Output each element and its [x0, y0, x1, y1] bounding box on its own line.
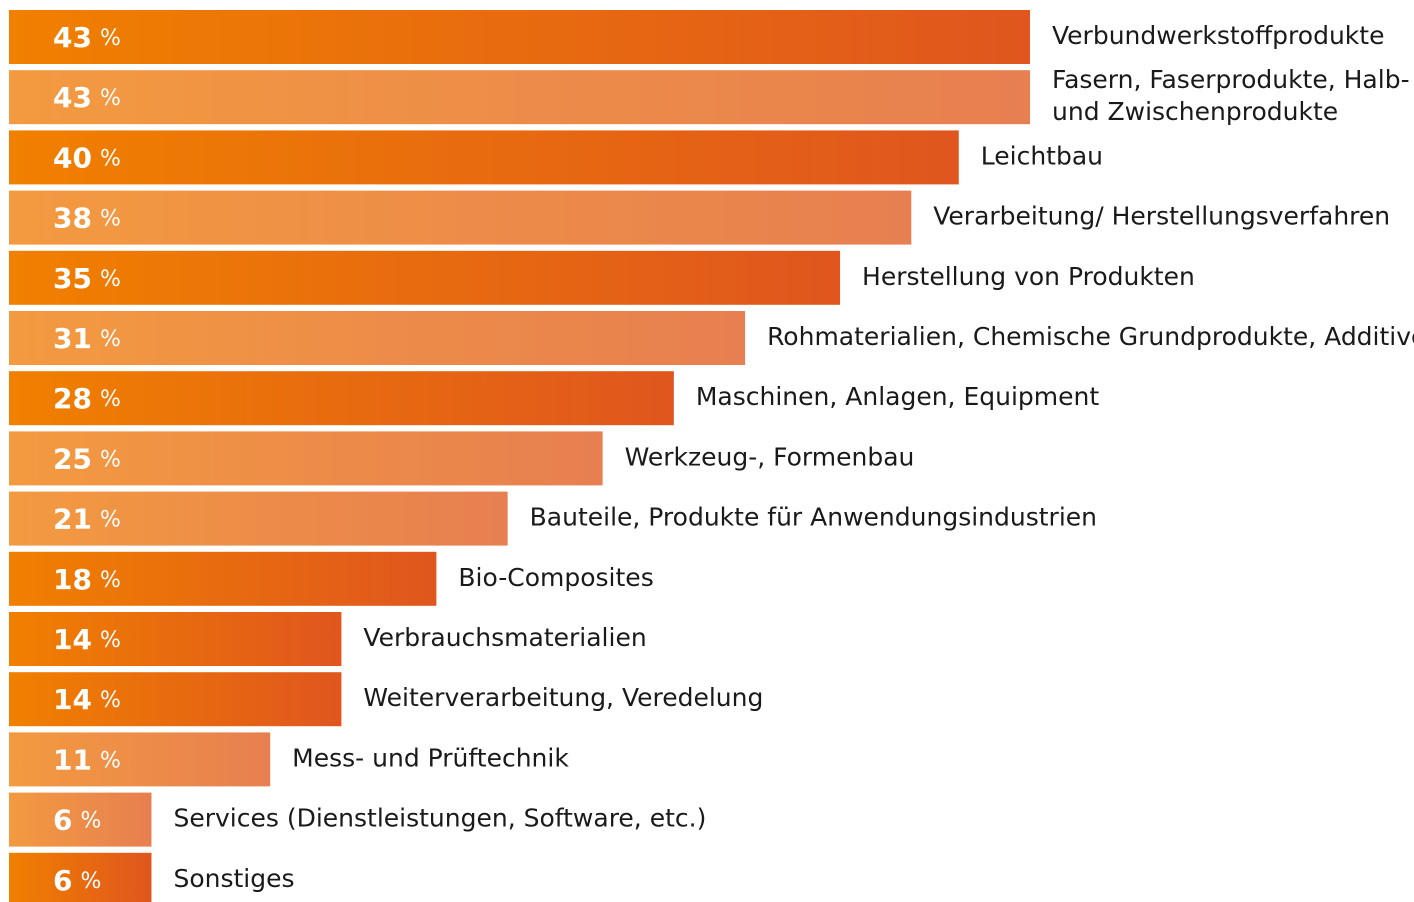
bar: [9, 311, 746, 365]
category-label: Bauteile, Produkte für Anwendungsindustr…: [530, 503, 1097, 532]
value-number: 6: [53, 804, 72, 837]
category-label: Verbundwerkstoffprodukte: [1052, 21, 1384, 50]
value-label: 14%: [53, 683, 121, 716]
value-unit: %: [100, 26, 121, 51]
value-unit: %: [100, 568, 121, 593]
value-unit: %: [80, 869, 101, 894]
bar: [9, 130, 959, 185]
value-unit: %: [80, 809, 101, 834]
category-label: Verbrauchsmaterialien: [363, 623, 646, 652]
value-label: 40%: [53, 141, 121, 174]
value-number: 14: [53, 683, 92, 716]
value-label: 28%: [53, 382, 121, 415]
value-label: 31%: [53, 322, 121, 355]
bar: [9, 672, 342, 727]
bar: [9, 792, 152, 847]
bar: [9, 551, 437, 606]
category-label: Leichtbau: [981, 141, 1103, 170]
value-number: 18: [53, 563, 92, 596]
value-label: 14%: [53, 623, 121, 656]
value-unit: %: [100, 447, 121, 472]
value-label: 6%: [53, 804, 101, 837]
value-number: 43: [53, 81, 92, 114]
bar: [9, 491, 508, 546]
bar: [9, 612, 342, 666]
value-number: 21: [53, 503, 92, 536]
value-unit: %: [100, 146, 121, 171]
value-number: 25: [53, 442, 92, 475]
value-number: 40: [53, 141, 92, 174]
value-number: 28: [53, 382, 92, 415]
value-unit: %: [100, 86, 121, 111]
value-label: 6%: [53, 864, 101, 897]
value-number: 38: [53, 202, 92, 235]
bar: [9, 250, 841, 305]
value-number: 35: [53, 262, 92, 295]
value-unit: %: [100, 387, 121, 412]
value-unit: %: [100, 508, 121, 533]
value-unit: %: [100, 267, 121, 292]
category-label: Services (Dienstleistungen, Software, et…: [173, 804, 706, 833]
value-label: 35%: [53, 262, 121, 295]
value-number: 43: [53, 21, 92, 54]
value-unit: %: [100, 207, 121, 232]
category-label: Werkzeug-, Formenbau: [625, 442, 915, 471]
value-label: 11%: [53, 743, 121, 776]
value-label: 25%: [53, 442, 121, 475]
category-label: Maschinen, Anlagen, Equipment: [696, 382, 1100, 411]
value-number: 6: [53, 864, 72, 897]
bar: [9, 852, 152, 902]
category-label: Fasern, Faserprodukte, Halb-und Zwischen…: [1052, 65, 1410, 126]
value-label: 21%: [53, 503, 121, 536]
bar: [9, 190, 912, 245]
value-label: 18%: [53, 563, 121, 596]
value-number: 31: [53, 322, 92, 355]
category-label: Bio-Composites: [458, 563, 653, 592]
category-label: Mess- und Prüftechnik: [292, 743, 569, 772]
value-label: 38%: [53, 202, 121, 235]
category-label: Herstellung von Produkten: [862, 262, 1195, 291]
value-unit: %: [100, 327, 121, 352]
value-unit: %: [100, 628, 121, 653]
value-unit: %: [100, 748, 121, 773]
bar: [9, 371, 674, 426]
category-label: Verarbeitung/ Herstellungsverfahren: [933, 202, 1390, 231]
category-label: Rohmaterialien, Chemische Grundprodukte,…: [767, 322, 1414, 351]
value-label: 43%: [53, 81, 121, 114]
bar: [9, 431, 603, 486]
value-unit: %: [100, 688, 121, 713]
value-label: 43%: [53, 21, 121, 54]
category-label: Weiterverarbeitung, Veredelung: [363, 683, 763, 712]
bar: [9, 70, 1030, 125]
value-number: 14: [53, 623, 92, 656]
bar: [9, 732, 271, 787]
bar: [9, 10, 1030, 64]
value-number: 11: [53, 743, 92, 776]
category-label: Sonstiges: [173, 864, 294, 893]
